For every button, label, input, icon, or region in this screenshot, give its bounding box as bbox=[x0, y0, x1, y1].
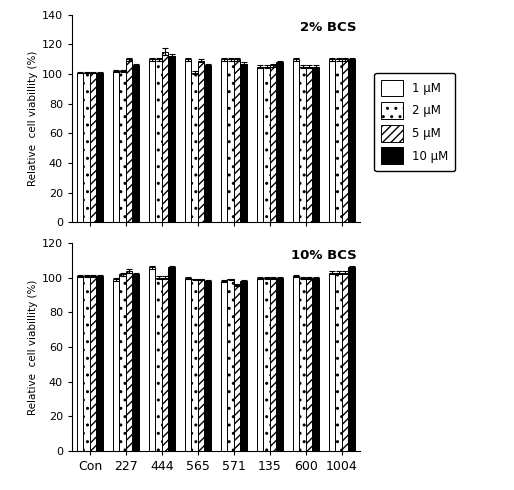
Bar bbox=[83, 276, 90, 451]
Bar bbox=[313, 278, 319, 451]
Legend: 1 μM, 2 μM, 5 μM, 10 μM: 1 μM, 2 μM, 5 μM, 10 μM bbox=[374, 73, 455, 171]
Bar bbox=[126, 271, 133, 451]
Bar bbox=[126, 59, 133, 222]
Bar bbox=[155, 278, 162, 451]
Bar bbox=[221, 59, 227, 222]
Bar bbox=[77, 73, 83, 222]
Bar bbox=[293, 59, 299, 222]
Bar bbox=[277, 62, 283, 222]
Bar bbox=[149, 59, 155, 222]
Bar bbox=[191, 73, 198, 222]
Bar bbox=[162, 278, 169, 451]
Bar bbox=[149, 268, 155, 451]
Bar bbox=[306, 67, 313, 222]
Bar bbox=[342, 59, 348, 222]
Bar bbox=[198, 61, 205, 222]
Text: 2% BCS: 2% BCS bbox=[300, 21, 357, 34]
Bar bbox=[227, 279, 234, 451]
Bar bbox=[335, 59, 342, 222]
Bar bbox=[329, 59, 335, 222]
Bar bbox=[335, 272, 342, 451]
Bar bbox=[221, 281, 227, 451]
Bar bbox=[342, 272, 348, 451]
Bar bbox=[198, 279, 205, 451]
Bar bbox=[270, 65, 277, 222]
Bar bbox=[293, 276, 299, 451]
Bar bbox=[329, 272, 335, 451]
Bar bbox=[234, 285, 241, 451]
Bar bbox=[185, 278, 191, 451]
Bar bbox=[263, 67, 270, 222]
Bar bbox=[227, 59, 234, 222]
Bar bbox=[133, 274, 139, 451]
Bar bbox=[185, 59, 191, 222]
Bar bbox=[205, 281, 211, 451]
Y-axis label: Relative  cell viabillity (%): Relative cell viabillity (%) bbox=[28, 51, 38, 186]
Bar bbox=[97, 73, 103, 222]
Bar bbox=[169, 268, 175, 451]
Bar bbox=[113, 279, 119, 451]
Bar bbox=[205, 65, 211, 222]
Bar bbox=[162, 52, 169, 222]
Y-axis label: Relative  cell viabillity (%): Relative cell viabillity (%) bbox=[28, 279, 38, 415]
Bar bbox=[119, 274, 126, 451]
Bar bbox=[299, 278, 306, 451]
Bar bbox=[83, 73, 90, 222]
Bar bbox=[299, 67, 306, 222]
Bar bbox=[113, 71, 119, 222]
Text: 10% BCS: 10% BCS bbox=[291, 249, 357, 262]
Bar bbox=[90, 276, 97, 451]
Bar bbox=[97, 276, 103, 451]
Bar bbox=[155, 59, 162, 222]
Bar bbox=[191, 279, 198, 451]
Bar bbox=[90, 73, 97, 222]
Bar bbox=[257, 67, 263, 222]
Bar bbox=[119, 71, 126, 222]
Bar bbox=[348, 268, 355, 451]
Bar bbox=[270, 278, 277, 451]
Bar bbox=[241, 281, 247, 451]
Bar bbox=[241, 64, 247, 222]
Bar bbox=[169, 56, 175, 222]
Bar bbox=[133, 65, 139, 222]
Bar bbox=[313, 67, 319, 222]
Bar bbox=[348, 59, 355, 222]
Bar bbox=[257, 278, 263, 451]
Bar bbox=[277, 278, 283, 451]
Bar bbox=[77, 276, 83, 451]
Bar bbox=[263, 278, 270, 451]
Bar bbox=[306, 278, 313, 451]
Bar bbox=[234, 59, 241, 222]
